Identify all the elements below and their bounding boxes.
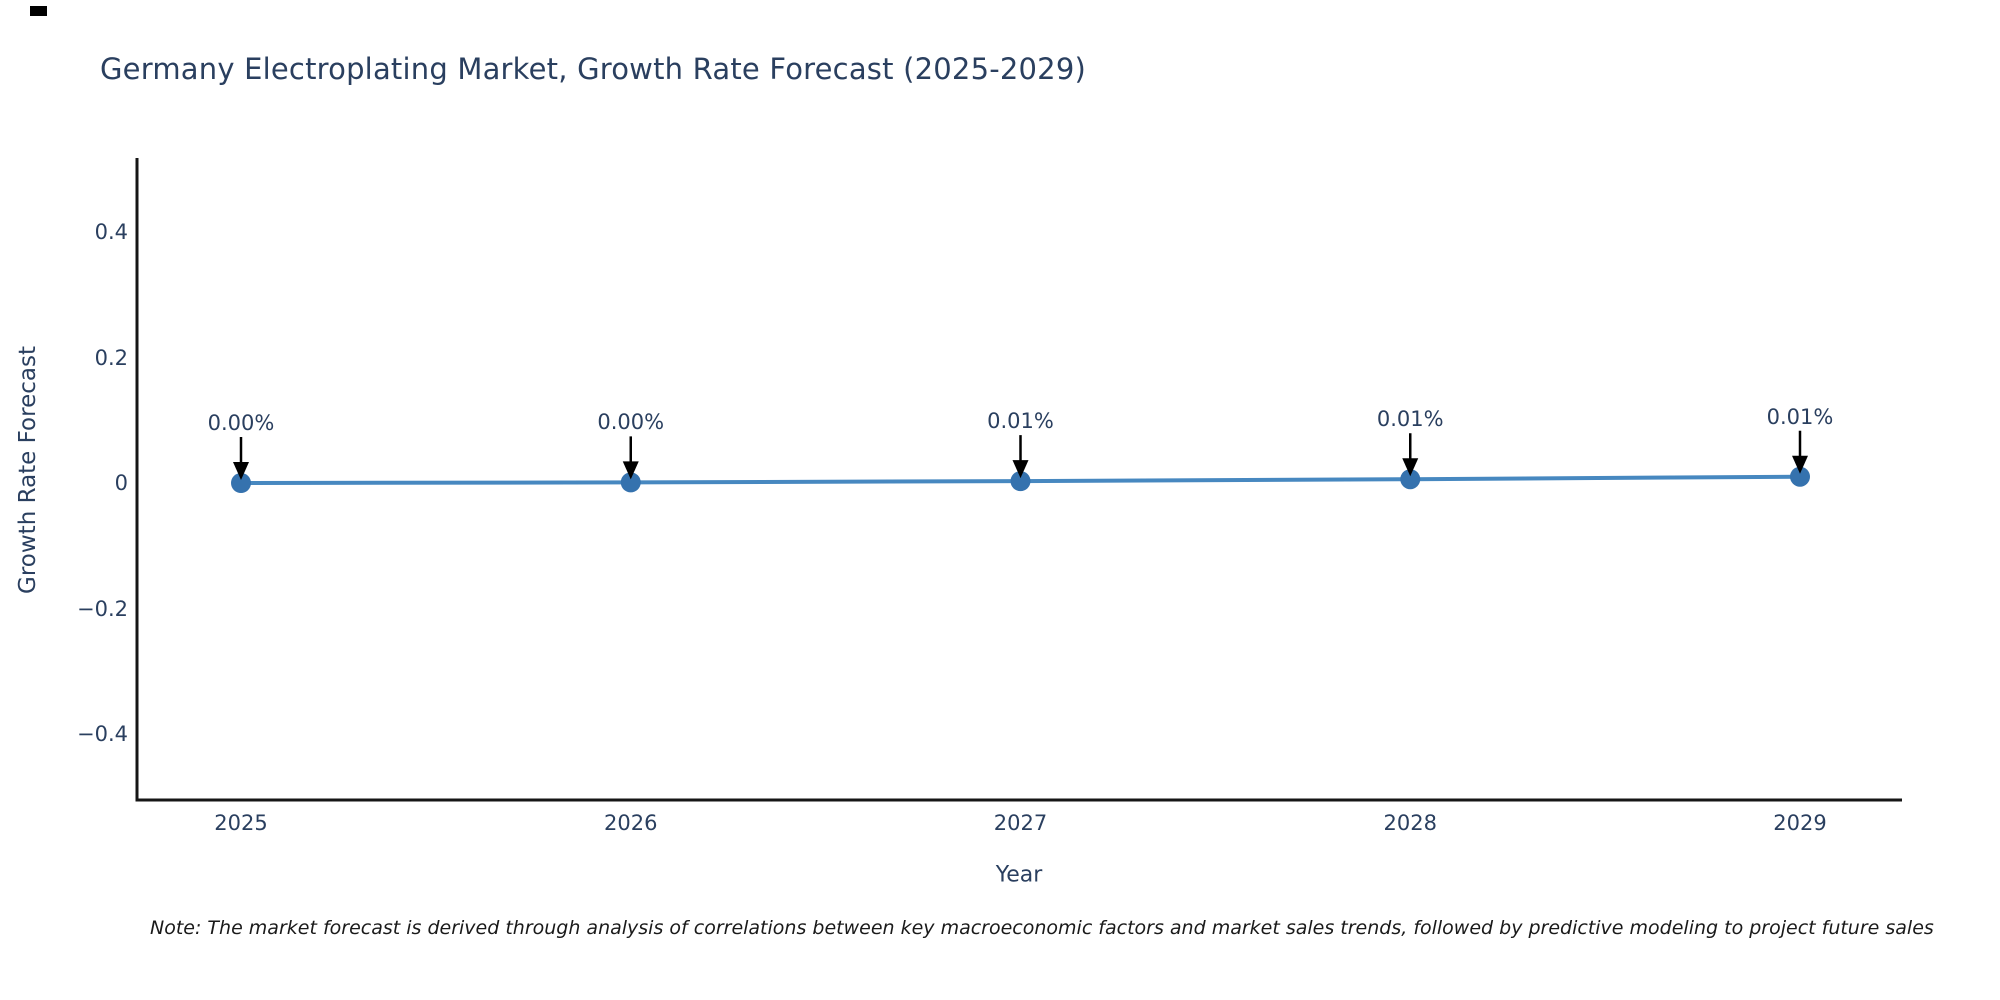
annotation-arrow-head — [1402, 458, 1419, 477]
point-value-label: 0.00% — [597, 410, 665, 435]
annotation-arrow-head — [1792, 455, 1808, 474]
footnote-text: Note: The market forecast is derived thr… — [150, 917, 1934, 939]
x-tick-label: 2026 — [604, 811, 658, 835]
top-left-artifact — [30, 6, 47, 16]
data-point-marker[interactable] — [231, 473, 251, 493]
point-value-label: 0.01% — [987, 409, 1054, 434]
data-point-marker[interactable] — [1790, 466, 1810, 487]
data-point-marker[interactable] — [1400, 469, 1421, 490]
x-tick-label: 2025 — [214, 811, 268, 835]
y-tick-label: 0.2 — [94, 345, 128, 370]
annotation-arrow-head — [622, 461, 639, 480]
x-axis-title: Year — [995, 862, 1043, 888]
data-point-marker[interactable] — [1010, 471, 1031, 492]
point-value-label: 0.01% — [1376, 407, 1444, 432]
x-tick-label: 2027 — [993, 811, 1048, 835]
y-tick-label: 0.4 — [94, 220, 128, 244]
data-point-marker[interactable] — [620, 472, 641, 493]
annotation-arrow-head — [233, 462, 249, 480]
y-tick-label: 0 — [114, 471, 128, 495]
y-tick-label: −0.4 — [77, 722, 128, 746]
annotation-arrow-head — [1012, 460, 1029, 479]
x-tick-label: 2028 — [1383, 811, 1437, 835]
x-tick-label: 2029 — [1773, 811, 1827, 835]
y-axis-title: Growth Rate Forecast — [15, 346, 41, 594]
point-value-label: 0.00% — [207, 411, 275, 435]
y-tick-label: −0.2 — [77, 596, 128, 621]
point-value-label: 0.01% — [1766, 404, 1834, 429]
chart-title: Germany Electroplating Market, Growth Ra… — [100, 52, 1086, 86]
